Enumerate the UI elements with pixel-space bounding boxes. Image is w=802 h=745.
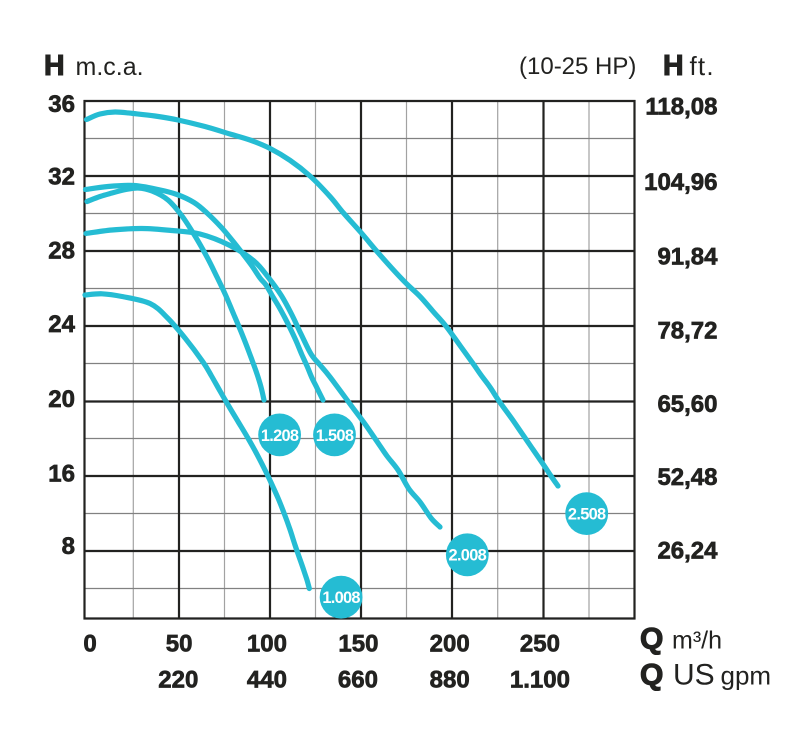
svg-text:1.008: 1.008 [322,589,360,607]
svg-text:660: 660 [338,666,378,693]
svg-text:250: 250 [520,630,560,657]
svg-text:78,72: 78,72 [657,318,717,345]
svg-text:1.208: 1.208 [261,427,299,445]
svg-text:m³/h: m³/h [672,627,722,655]
svg-text:16: 16 [48,461,75,488]
svg-text:1.508: 1.508 [316,427,354,445]
svg-text:H: H [663,50,684,82]
svg-text:Q: Q [640,623,663,656]
svg-text:1.100: 1.100 [510,666,570,693]
svg-text:36: 36 [48,91,75,118]
svg-text:880: 880 [430,666,470,693]
svg-text:200: 200 [430,630,470,657]
svg-text:91,84: 91,84 [657,243,718,270]
svg-text:2.008: 2.008 [449,547,487,565]
svg-text:220: 220 [158,666,198,693]
svg-text:26,24: 26,24 [657,538,718,565]
svg-text:32: 32 [48,164,75,191]
svg-text:m.c.a.: m.c.a. [76,53,144,81]
svg-text:(10-25 HP): (10-25 HP) [519,53,636,80]
svg-text:440: 440 [247,666,287,693]
svg-text:H: H [44,50,65,82]
svg-text:24: 24 [48,311,75,338]
svg-text:118,08: 118,08 [645,94,717,121]
svg-text:50: 50 [166,630,193,657]
svg-text:2.508: 2.508 [568,506,606,524]
svg-text:100: 100 [247,630,287,657]
svg-text:28: 28 [48,238,75,265]
svg-text:150: 150 [338,630,378,657]
svg-text:0: 0 [83,630,96,657]
svg-text:US: US [673,659,715,692]
svg-text:104,96: 104,96 [644,169,717,196]
svg-text:ft.: ft. [690,51,715,81]
svg-text:20: 20 [48,386,75,413]
svg-text:Q: Q [640,659,663,692]
svg-text:gpm: gpm [721,661,772,691]
svg-text:8: 8 [62,533,75,560]
svg-text:52,48: 52,48 [657,464,717,491]
svg-text:65,60: 65,60 [657,391,717,418]
